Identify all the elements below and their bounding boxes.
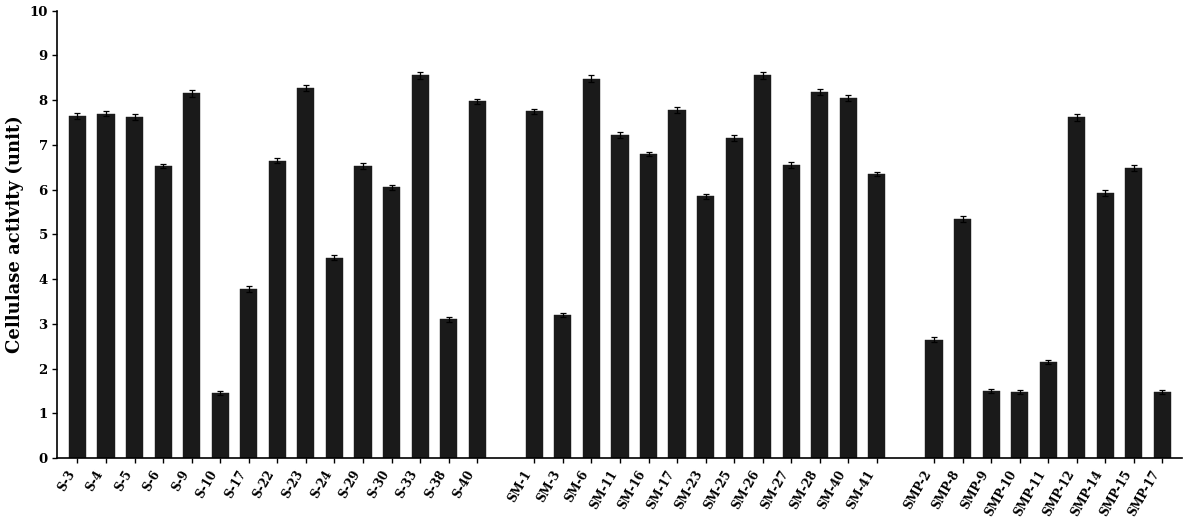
- Bar: [354, 166, 372, 458]
- Bar: [69, 116, 86, 458]
- Bar: [1125, 168, 1143, 458]
- Bar: [697, 196, 714, 458]
- Bar: [1154, 392, 1171, 458]
- Bar: [154, 166, 172, 458]
- Bar: [97, 114, 114, 458]
- Bar: [754, 75, 771, 458]
- Bar: [868, 174, 885, 458]
- Bar: [1068, 117, 1086, 458]
- Bar: [326, 258, 343, 458]
- Bar: [726, 138, 742, 458]
- Bar: [268, 160, 286, 458]
- Bar: [640, 154, 657, 458]
- Bar: [297, 88, 315, 458]
- Bar: [526, 111, 543, 458]
- Bar: [240, 289, 258, 458]
- Bar: [925, 340, 942, 458]
- Bar: [126, 117, 143, 458]
- Bar: [555, 315, 571, 458]
- Bar: [612, 135, 628, 458]
- Bar: [1097, 193, 1114, 458]
- Bar: [211, 393, 229, 458]
- Bar: [982, 391, 1000, 458]
- Bar: [1011, 392, 1029, 458]
- Bar: [669, 110, 685, 458]
- Bar: [811, 92, 828, 458]
- Bar: [583, 79, 600, 458]
- Bar: [183, 93, 201, 458]
- Bar: [468, 102, 486, 458]
- Bar: [1040, 362, 1057, 458]
- Bar: [840, 98, 857, 458]
- Y-axis label: Cellulase activity (unit): Cellulase activity (unit): [6, 115, 24, 353]
- Bar: [954, 219, 971, 458]
- Bar: [440, 320, 457, 458]
- Bar: [383, 188, 400, 458]
- Bar: [411, 75, 429, 458]
- Bar: [783, 165, 800, 458]
